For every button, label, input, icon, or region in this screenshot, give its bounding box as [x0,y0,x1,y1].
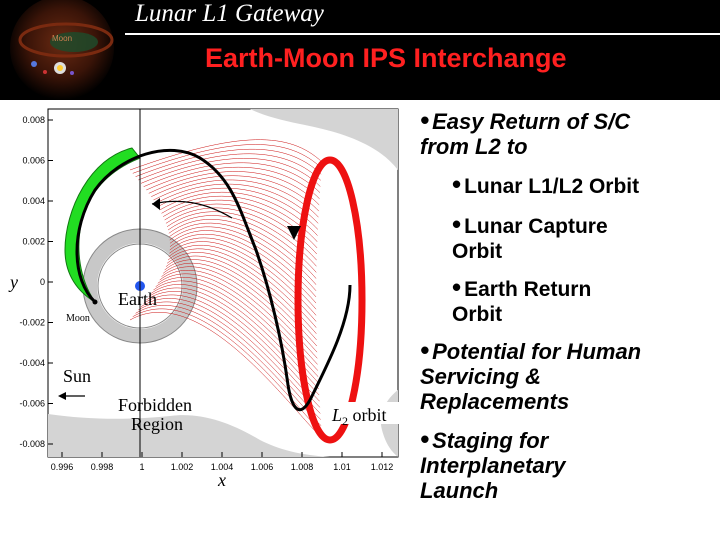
manifold-strand [135,305,322,426]
forbidden-region-top [250,109,398,170]
manifold-strand [129,139,323,171]
orbit-direction-arrow [287,226,301,240]
sun-direction-head [58,392,66,400]
gateway-logo: Moon [10,0,114,100]
y-tick-label: 0 [40,277,45,287]
manifold-strand [169,241,317,316]
manifold-strand [157,273,319,371]
x-tick-label: 1.01 [333,462,351,472]
manifold-strand [168,244,317,322]
forbidden-region-bottom [48,414,330,457]
svg-text:L2 orbit: L2 orbit [331,405,387,428]
moon-marker [92,299,98,305]
manifold-strand [169,237,317,310]
bullet-list: • Easy Return of S/C from L2 to • Lunar L1… [418,100,718,510]
manifold-strand [132,144,322,174]
x-tick-label: 1.008 [291,462,314,472]
manifold-strand [143,162,321,193]
x-tick-labels: 0.996 0.998 1 1.002 1.004 1.006 1.008 1.01 1.012 [51,452,394,472]
moon-label: Moon [66,313,90,324]
y-tick-label: 0.004 [22,196,45,206]
x-tick-label: 1.002 [171,462,194,472]
manifold-strand [166,252,317,334]
manifold-strand [161,266,318,359]
bullet-earth-return: • Earth Return Orbit [452,272,592,326]
header-bar: Moon Lunar L1 Gateway Earth-Moon IPS Int… [0,0,720,100]
x-axis-label: x [217,470,226,490]
l2-orbit-label-l: L [331,405,342,425]
flow-arrow [151,200,233,219]
l2-orbit-label-rest: orbit [348,405,387,425]
logo-moon-label: Moon [52,34,72,43]
sun-label: Sun [63,366,91,386]
transfer-trajectory [75,148,352,412]
orbit-plot: 0.996 0.998 1 1.002 1.004 1.006 1.008 1.01 1.012… [8,108,400,490]
bullet-human-servicing: • Potential for Human Servicing & Replace… [420,335,642,414]
manifold-strand [155,277,319,377]
flow-arrow-head [152,198,160,210]
x-tick-label: 0.998 [91,462,114,472]
bullet-lunar-orbit: • Lunar L1/L2 Orbit [452,169,640,199]
x-tick-label: 0.996 [51,462,74,472]
l2-halo-orbit [294,156,366,444]
manifold-strand [167,248,317,328]
x-tick-label: 1 [139,462,144,472]
bullet-staging: • Staging for Interplanetary Launch [420,424,566,503]
manifold-strand [159,270,318,365]
y-tick-label: 0.008 [22,115,45,125]
l2-orbit-label: L2 orbit [330,402,400,428]
manifold-strand [129,312,323,439]
y-tick-label: -0.002 [19,318,45,328]
header-divider [125,33,720,35]
manifold-strand [138,153,321,181]
x-tick-label: 1.004 [211,462,234,472]
bullet-easy-return: • Easy Return of S/C from L2 to [420,105,631,159]
manifold-strand [163,263,318,353]
manifold-strand [135,148,322,177]
y-axis-label: y [8,272,18,292]
x-tick-label: 1.006 [251,462,274,472]
forbidden-label-line2: Region [131,414,183,434]
y-tick-label: 0.006 [22,156,45,166]
manifold-strand [132,308,322,433]
y-tick-label: -0.006 [19,399,45,409]
y-tick-labels: 0.008 0.006 0.004 0.002 0 -0.002 -0.004 -0.006 -… [19,115,53,449]
manifold-strand [169,234,317,304]
y-tick-label: 0.002 [22,237,45,247]
section-title: Lunar L1 Gateway [135,0,324,27]
x-tick-label: 1.012 [371,462,394,472]
bullet-lunar-capture: • Lunar Capture Orbit [452,209,608,263]
l2-orbit-label-sub: 2 [342,414,348,428]
slide-title: Earth-Moon IPS Interchange [205,43,567,73]
y-tick-label: -0.008 [19,439,45,449]
y-tick-label: -0.004 [19,358,45,368]
earth-label: Earth [118,289,157,309]
forbidden-label-line1: Forbidden [118,395,192,415]
manifold-strand [164,259,317,347]
